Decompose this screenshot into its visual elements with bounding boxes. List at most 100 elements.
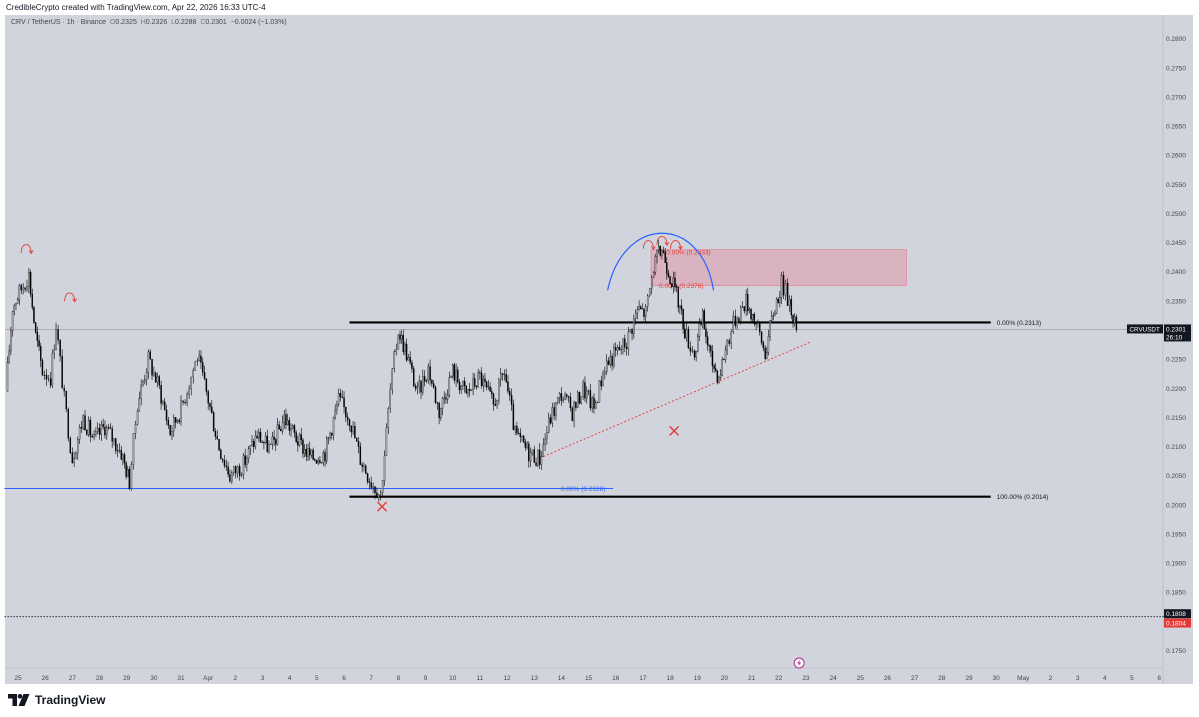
candle-body <box>474 378 476 387</box>
candle-body <box>784 282 787 296</box>
candle-body <box>288 420 291 431</box>
candle-body <box>107 426 110 428</box>
x-tick-label: 2 <box>1049 675 1053 682</box>
candle-body <box>28 272 30 287</box>
candle-body <box>6 362 9 392</box>
y-tick-label: 0.2750 <box>1166 65 1186 72</box>
candle-body <box>723 359 725 361</box>
candle-body <box>233 466 235 473</box>
candle-body <box>96 427 99 432</box>
candle-body <box>446 395 449 400</box>
candle-body <box>91 436 93 438</box>
candle-body <box>378 494 380 499</box>
candle-body <box>149 351 151 360</box>
candle-body <box>343 397 345 408</box>
candle-body <box>220 450 222 460</box>
candle-body <box>505 374 507 382</box>
candle-body <box>404 343 406 352</box>
candle-body <box>705 328 707 337</box>
candle-body <box>558 393 561 398</box>
turn-arrow-icon <box>642 240 656 251</box>
y-tick-label: 0.2000 <box>1166 502 1186 509</box>
snapshot-credit: CredibleCrypto created with TradingView.… <box>6 3 266 12</box>
candle-body <box>485 381 488 388</box>
candle-body <box>69 438 72 453</box>
candle-body <box>657 246 660 251</box>
candle-body <box>309 448 311 456</box>
candle-body <box>509 391 511 396</box>
x-tick-label: 26 <box>884 675 892 682</box>
ohlc-low-value: 0.2288 <box>175 19 197 26</box>
candle-body <box>57 329 59 341</box>
candle-body <box>748 309 751 312</box>
candle-body <box>202 362 204 373</box>
candle-body <box>123 454 126 464</box>
y-tick-label: 0.2500 <box>1166 211 1186 218</box>
candle-body <box>567 396 570 398</box>
candle-body <box>151 359 153 376</box>
y-tick-label: 0.2650 <box>1166 124 1186 131</box>
candle-body <box>278 424 280 430</box>
candle-body <box>524 442 527 448</box>
y-tick-label: 0.2100 <box>1166 444 1186 451</box>
candle-body <box>339 393 342 397</box>
candle-body <box>659 246 662 256</box>
candle-body <box>656 250 658 257</box>
candle-body <box>589 390 592 409</box>
candle-body <box>553 407 555 416</box>
candle-body <box>587 390 590 392</box>
candles-group <box>6 239 798 502</box>
candle-body <box>669 276 671 285</box>
candle-body <box>414 385 417 389</box>
x-tick-label: 28 <box>96 675 104 682</box>
candle-body <box>55 329 57 350</box>
candle-body <box>448 377 451 396</box>
candle-body <box>167 420 170 426</box>
candle-body <box>750 309 752 320</box>
candle-body <box>383 455 386 482</box>
candle-body <box>198 355 200 361</box>
candle-body <box>580 396 583 404</box>
symbol-title[interactable]: CRV / TetherUS · 1h · Binance <box>11 19 107 26</box>
x-tick-label: 25 <box>857 675 865 682</box>
candle-body <box>739 307 742 322</box>
candle-body <box>26 286 28 290</box>
x-tick-label: 2 <box>234 675 238 682</box>
x-tick-label: 12 <box>503 675 511 682</box>
candle-body <box>225 465 228 467</box>
candle-body <box>11 311 14 331</box>
candle-body <box>118 449 121 452</box>
candle-body <box>562 399 564 401</box>
candle-body <box>174 417 177 423</box>
candle-body <box>698 323 701 337</box>
x-tick-label: 11 <box>477 675 484 682</box>
candle-body <box>324 452 326 462</box>
candle-body <box>106 426 108 436</box>
candle-body <box>542 444 545 457</box>
candle-body <box>405 343 408 361</box>
candle-body <box>760 331 763 343</box>
candle-body <box>295 432 297 442</box>
candle-body <box>634 312 637 319</box>
candle-body <box>261 442 263 444</box>
candle-body <box>71 452 74 464</box>
x-tick-label: May <box>1017 675 1030 682</box>
candle-body <box>667 273 670 277</box>
candle-body <box>59 340 61 357</box>
candle-body <box>636 309 639 314</box>
x-tick-label: 5 <box>1130 675 1134 682</box>
candle-body <box>102 424 104 428</box>
candle-body <box>264 435 267 443</box>
chart-area[interactable] <box>5 15 1193 684</box>
candle-body <box>111 428 113 442</box>
candle-body <box>465 385 468 394</box>
candle-body <box>355 437 358 442</box>
candle-body <box>751 314 754 320</box>
candle-body <box>127 469 129 477</box>
candle-body <box>145 372 148 380</box>
candle-body <box>80 426 83 429</box>
candle-body <box>441 397 444 409</box>
candle-body <box>677 286 679 308</box>
candle-body <box>214 431 217 437</box>
